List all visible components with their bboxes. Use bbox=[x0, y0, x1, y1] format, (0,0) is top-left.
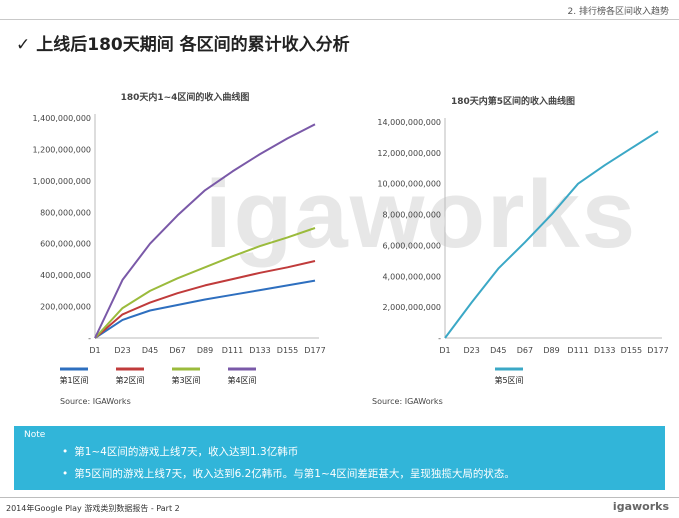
note-item-text: 第5区间的游戏上线7天，收入达到6.2亿韩币。与第1~4区间差距甚大，呈现独揽大… bbox=[74, 468, 515, 480]
bullet-icon: • bbox=[62, 468, 69, 480]
chart2-source: Source: IGAWorks bbox=[372, 397, 443, 406]
series-line bbox=[94, 279, 316, 339]
legend-label: 第1区间 bbox=[59, 375, 88, 385]
y-tick-label: 10,000,000,000 bbox=[377, 180, 441, 189]
watermark-logo: igaworks bbox=[205, 161, 638, 268]
y-tick-label: - bbox=[438, 334, 441, 343]
series-line bbox=[94, 227, 316, 339]
x-tick-label: D111 bbox=[567, 346, 588, 355]
x-tick-label: D133 bbox=[594, 346, 615, 355]
x-tick-label: D1 bbox=[439, 346, 450, 355]
x-tick-label: D1 bbox=[89, 346, 100, 355]
y-tick-label: 800,000,000 bbox=[40, 208, 91, 217]
y-tick-label: 200,000,000 bbox=[40, 303, 91, 312]
y-tick-label: 2,000,000,000 bbox=[382, 303, 441, 312]
x-tick-label: D155 bbox=[621, 346, 642, 355]
x-tick-label: D111 bbox=[222, 346, 243, 355]
legend-label: 第5区间 bbox=[494, 375, 523, 385]
y-tick-label: - bbox=[88, 334, 91, 343]
chart-title: 180天内第5区间的收入曲线图 bbox=[451, 95, 575, 107]
y-tick-label: 400,000,000 bbox=[40, 271, 91, 280]
bottom-divider bbox=[0, 497, 679, 498]
note-label: Note bbox=[24, 430, 46, 440]
checkmark-icon: ✓ bbox=[16, 35, 31, 55]
x-tick-label: D45 bbox=[142, 346, 158, 355]
chart1-source: Source: IGAWorks bbox=[60, 397, 131, 406]
note-list: • 第1~4区间的游戏上线7天，收入达到1.3亿韩币 • 第5区间的游戏上线7天，收… bbox=[62, 444, 515, 488]
y-tick-label: 12,000,000,000 bbox=[377, 149, 441, 158]
series-line bbox=[444, 130, 659, 339]
y-tick-label: 600,000,000 bbox=[40, 240, 91, 249]
x-tick-label: D67 bbox=[169, 346, 185, 355]
y-tick-label: 1,200,000,000 bbox=[32, 145, 91, 154]
note-box: Note • 第1~4区间的游戏上线7天，收入达到1.3亿韩币 • 第5区间的游戏上… bbox=[14, 426, 665, 490]
note-item: • 第5区间的游戏上线7天，收入达到6.2亿韩币。与第1~4区间差距甚大，呈现独揽… bbox=[62, 466, 515, 481]
x-tick-label: D23 bbox=[463, 346, 479, 355]
x-tick-label: D45 bbox=[490, 346, 506, 355]
bullet-icon: • bbox=[62, 446, 69, 458]
x-tick-label: D177 bbox=[647, 346, 668, 355]
page-title: ✓ 上线后180天期间 各区间的累计收入分析 bbox=[16, 30, 350, 55]
y-tick-label: 14,000,000,000 bbox=[377, 118, 441, 127]
chart-sections-1-4: 180天内1~4区间的收入曲线图 - 200,000,000 400,000,000 6… bbox=[32, 91, 325, 385]
legend-label: 第2区间 bbox=[115, 375, 144, 385]
footer-logo: igaworks bbox=[612, 500, 669, 513]
y-tick-label: 6,000,000,000 bbox=[382, 241, 441, 250]
series-line bbox=[94, 260, 316, 339]
y-tick-label: 1,000,000,000 bbox=[32, 177, 91, 186]
section-label: 2. 排行榜各区间收入趋势 bbox=[567, 7, 669, 17]
y-tick-label: 1,400,000,000 bbox=[32, 114, 91, 123]
note-item-text: 第1~4区间的游戏上线7天，收入达到1.3亿韩币 bbox=[74, 446, 299, 458]
footer-text: 2014年Google Play 游戏类别数据报告 - Part 2 bbox=[6, 504, 180, 513]
x-tick-label: D177 bbox=[304, 346, 325, 355]
y-tick-label: 4,000,000,000 bbox=[382, 272, 441, 281]
y-tick-label: 8,000,000,000 bbox=[382, 211, 441, 220]
chart-title: 180天内1~4区间的收入曲线图 bbox=[121, 91, 250, 103]
page-title-text: 上线后180天期间 各区间的累计收入分析 bbox=[36, 35, 350, 55]
legend-label: 第3区间 bbox=[171, 375, 200, 385]
x-tick-label: D133 bbox=[249, 346, 270, 355]
note-item: • 第1~4区间的游戏上线7天，收入达到1.3亿韩币 bbox=[62, 444, 515, 459]
top-divider bbox=[0, 19, 679, 20]
x-tick-label: D155 bbox=[277, 346, 298, 355]
x-tick-label: D67 bbox=[517, 346, 533, 355]
x-tick-label: D23 bbox=[114, 346, 130, 355]
x-tick-label: D89 bbox=[543, 346, 559, 355]
series-line bbox=[94, 123, 316, 339]
chart-section-5: 180天内第5区间的收入曲线图 - 2,000,000,000 4,000,000,0… bbox=[377, 95, 668, 385]
x-tick-label: D89 bbox=[197, 346, 213, 355]
legend-label: 第4区间 bbox=[227, 375, 256, 385]
